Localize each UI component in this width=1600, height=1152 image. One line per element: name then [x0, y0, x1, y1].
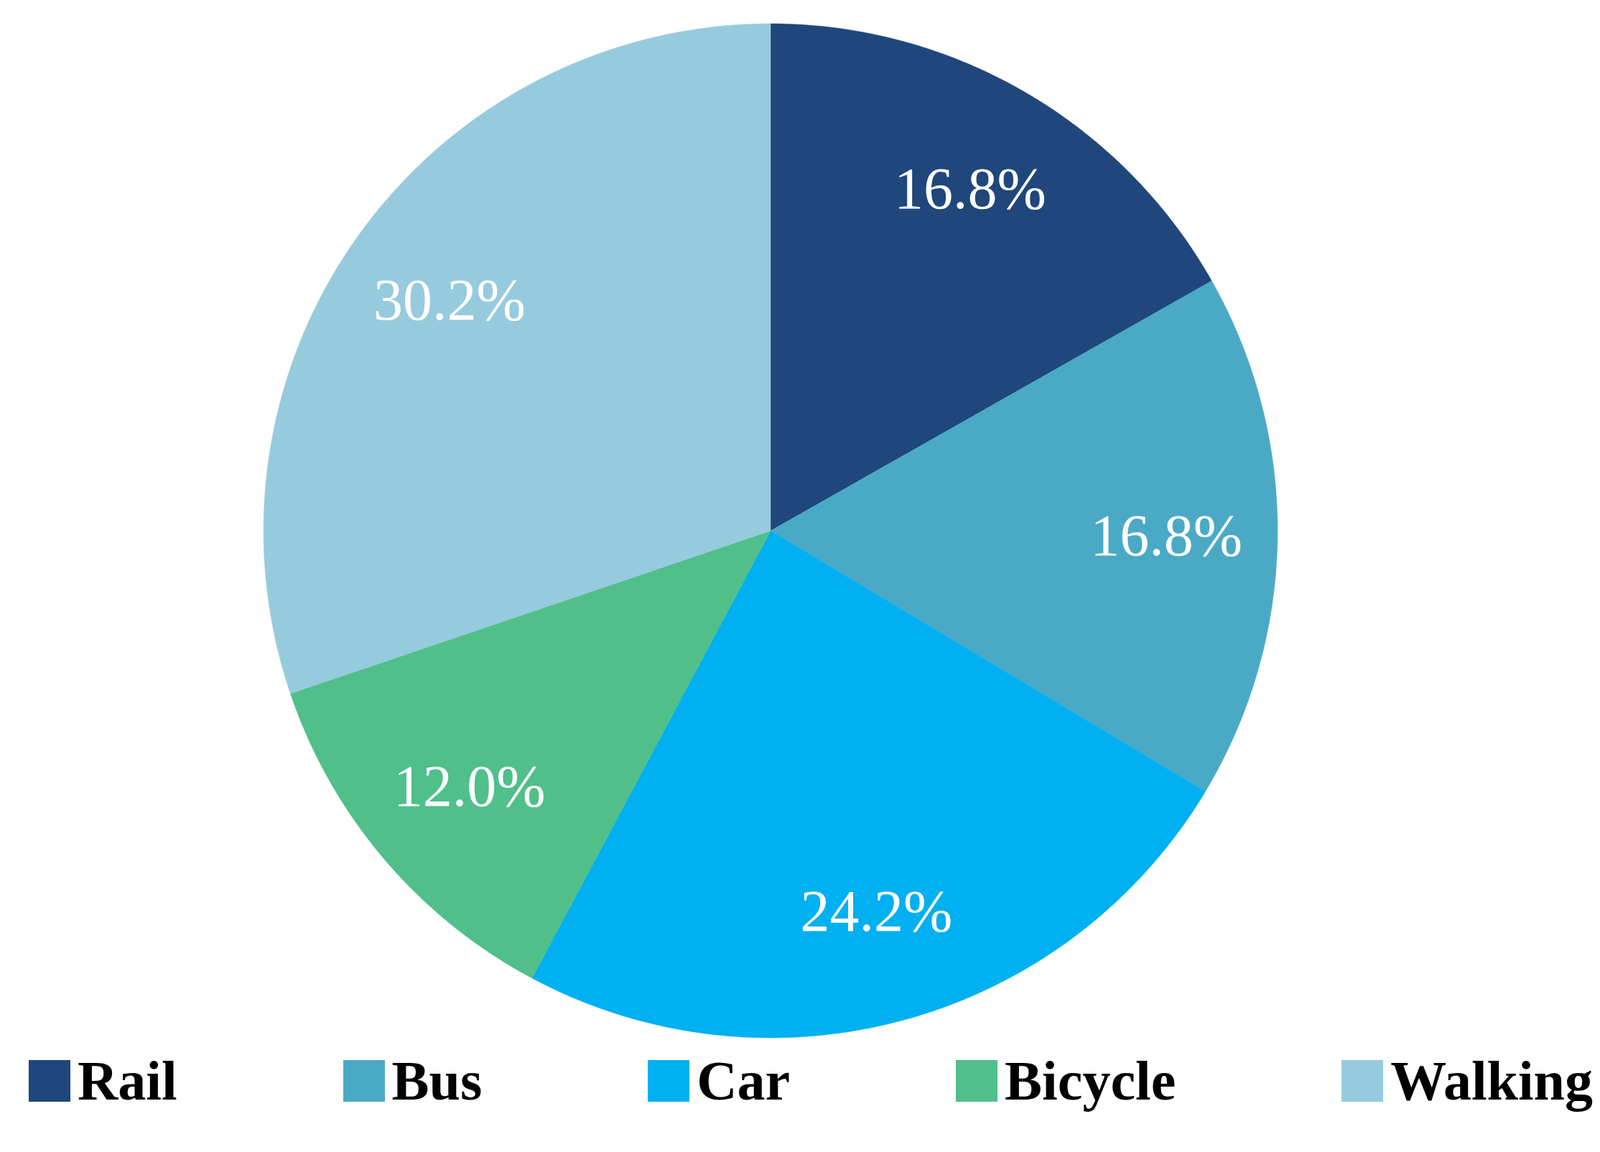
- svg-text:12.0%: 12.0%: [393, 753, 546, 819]
- html-text:Car: Car: [696, 1049, 791, 1112]
- html-text:Rail: Rail: [77, 1049, 178, 1112]
- html-text:Walking: Walking: [1390, 1049, 1593, 1112]
- svg-text:24.2%: 24.2%: [800, 878, 953, 944]
- svg-text:30.2%: 30.2%: [373, 267, 526, 333]
- html-text:Bicycle: Bicycle: [1004, 1049, 1176, 1112]
- svg-text:16.8%: 16.8%: [894, 155, 1047, 222]
- svg-text:16.8%: 16.8%: [1090, 502, 1243, 569]
- html-text:Bus: Bus: [391, 1049, 483, 1112]
